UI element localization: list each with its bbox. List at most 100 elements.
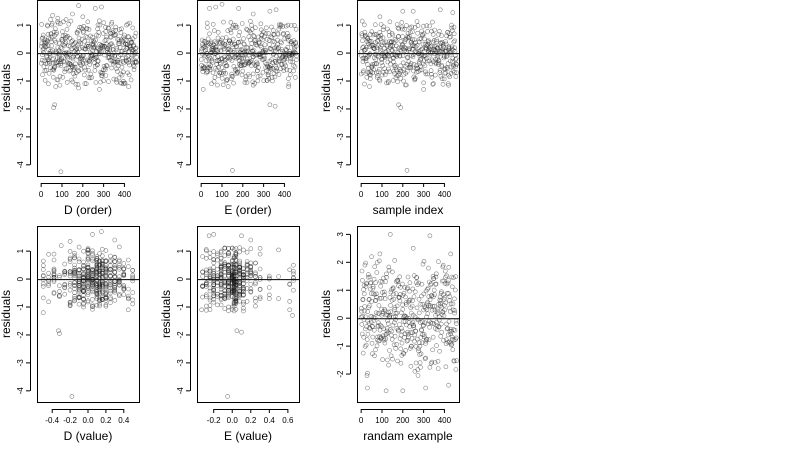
data-point <box>239 233 244 239</box>
data-point <box>430 82 436 87</box>
data-point <box>262 42 268 48</box>
data-point <box>400 60 406 66</box>
data-point <box>253 281 258 287</box>
data-point <box>239 72 245 78</box>
data-point <box>394 303 400 309</box>
data-point <box>53 39 59 45</box>
data-point <box>444 66 450 72</box>
x-axis-title: E (value) <box>224 429 272 443</box>
data-point <box>389 47 395 53</box>
data-point <box>372 22 378 28</box>
data-point <box>40 277 46 283</box>
data-point <box>81 289 86 295</box>
data-point <box>83 34 89 39</box>
data-point <box>229 42 235 47</box>
data-point <box>371 45 377 51</box>
data-point <box>383 336 389 342</box>
data-point <box>451 24 457 30</box>
data-point <box>261 78 267 83</box>
data-point <box>446 291 451 296</box>
data-point <box>40 284 46 289</box>
data-point <box>219 65 225 70</box>
data-point <box>212 28 217 33</box>
data-point <box>207 268 213 274</box>
data-point <box>243 77 248 83</box>
data-point <box>363 342 369 348</box>
data-point <box>112 281 118 287</box>
data-point <box>51 277 57 283</box>
data-point <box>429 43 434 49</box>
data-point <box>79 25 84 30</box>
data-point <box>76 256 82 262</box>
data-point <box>117 264 122 270</box>
data-point <box>72 293 77 299</box>
data-point <box>85 262 91 268</box>
y-tick-label: -4 <box>176 161 185 169</box>
data-point <box>94 285 100 291</box>
data-point <box>40 258 46 264</box>
data-point <box>237 298 242 304</box>
data-point <box>222 273 228 278</box>
data-point <box>62 291 67 297</box>
data-point <box>430 347 435 353</box>
data-point <box>370 284 376 289</box>
data-point <box>242 42 247 47</box>
data-point <box>388 303 393 308</box>
data-point <box>48 17 53 22</box>
data-point <box>215 291 220 297</box>
data-point <box>241 247 246 253</box>
data-point <box>420 41 426 47</box>
data-point <box>62 272 67 278</box>
data-point <box>394 22 400 27</box>
data-point <box>409 24 415 30</box>
data-point <box>117 257 122 263</box>
data-point <box>382 296 388 302</box>
data-point <box>378 283 384 289</box>
data-point <box>211 288 216 294</box>
data-point <box>410 54 416 60</box>
data-point <box>46 281 51 287</box>
data-point <box>87 62 92 67</box>
data-point <box>229 274 235 279</box>
y-tick-label: 1 <box>336 22 345 27</box>
data-point <box>430 303 436 309</box>
data-point <box>417 343 423 349</box>
data-point <box>425 285 431 291</box>
data-point <box>363 314 368 320</box>
data-point <box>422 63 428 68</box>
data-point <box>235 69 241 75</box>
data-point <box>447 31 452 36</box>
data-point <box>85 270 91 276</box>
data-point <box>100 297 105 302</box>
data-point <box>449 284 455 290</box>
data-point <box>90 289 95 295</box>
data-point <box>97 18 102 24</box>
data-point <box>432 72 438 78</box>
data-point <box>78 67 84 72</box>
data-point <box>39 57 45 63</box>
data-point <box>393 346 399 351</box>
data-point <box>81 281 86 287</box>
data-point <box>253 260 258 266</box>
data-point <box>286 84 291 89</box>
data-point <box>126 84 131 89</box>
data-point <box>101 20 107 26</box>
data-point <box>226 265 231 271</box>
data-point <box>94 296 100 301</box>
data-point <box>218 49 224 55</box>
data-point <box>46 270 51 276</box>
data-point <box>49 34 55 40</box>
data-point <box>402 37 408 43</box>
data-point <box>273 7 279 13</box>
data-point <box>95 22 101 28</box>
data-point <box>73 61 78 67</box>
data-point <box>417 320 423 325</box>
data-point <box>238 39 243 45</box>
data-point <box>363 260 369 266</box>
data-point <box>211 260 216 266</box>
data-point <box>287 281 293 287</box>
data-point <box>374 343 380 349</box>
data-point <box>103 269 109 275</box>
data-point <box>447 328 453 334</box>
data-point <box>359 268 365 274</box>
